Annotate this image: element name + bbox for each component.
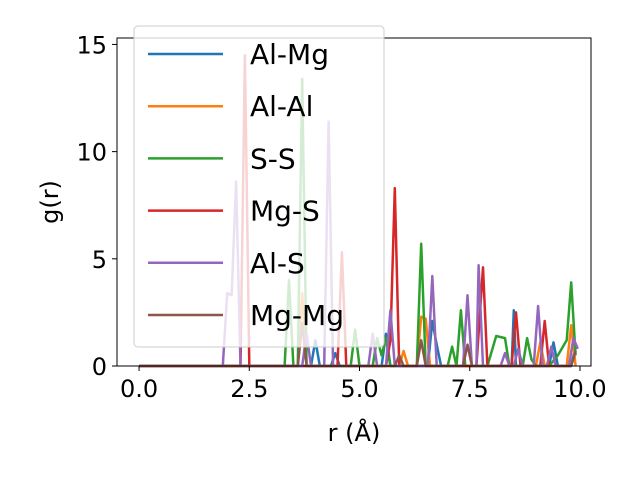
- legend-label: Mg-S: [250, 195, 320, 228]
- y-tick-label: 5: [92, 246, 107, 274]
- x-tick-label: 2.5: [230, 375, 268, 403]
- y-tick-label: 15: [76, 31, 107, 59]
- x-axis-label: r (Å): [328, 418, 381, 447]
- x-tick-label: 0.0: [120, 375, 158, 403]
- y-tick-label: 10: [76, 139, 107, 167]
- legend-label: Al-Mg: [250, 38, 329, 71]
- axis-ticks: 0.0 2.5 5.0 7.5 10.0 0 5 10 15: [76, 31, 606, 403]
- x-tick-label: 7.5: [451, 375, 489, 403]
- legend-label: Al-Al: [250, 90, 313, 123]
- y-axis-label: g(r): [36, 180, 64, 224]
- legend-label: Al-S: [250, 247, 305, 280]
- legend: Al-Mg Al-Al S-S Mg-S Al-S Mg-Mg: [133, 25, 385, 348]
- y-tick-label: 0: [92, 353, 107, 381]
- legend-label: Mg-Mg: [250, 299, 344, 332]
- x-tick-label: 5.0: [340, 375, 378, 403]
- x-tick-label: 10.0: [553, 375, 606, 403]
- legend-label: S-S: [250, 142, 296, 175]
